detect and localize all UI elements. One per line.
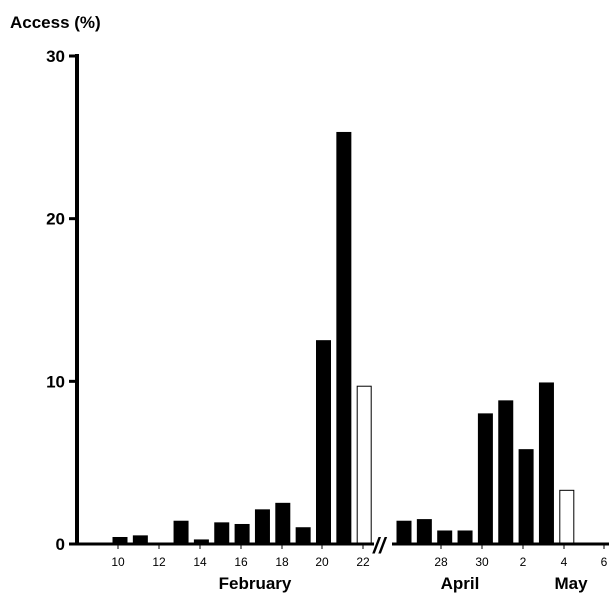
x-tick-label: 18 (275, 555, 289, 569)
bars-group (112, 131, 575, 545)
x-tick-label: 22 (356, 555, 370, 569)
bar (295, 527, 311, 545)
x-tick-label: 10 (111, 555, 125, 569)
axis-break-label: // (372, 533, 388, 558)
bar (457, 530, 473, 545)
month-label: April (441, 574, 480, 593)
bar (416, 519, 432, 545)
month-label: May (554, 574, 588, 593)
bar (234, 523, 250, 545)
bar (538, 382, 554, 545)
bar (356, 385, 372, 545)
bar (275, 502, 291, 545)
x-tick-label: 20 (315, 555, 329, 569)
y-tick-label: 10 (46, 372, 65, 391)
x-tick-label: 4 (561, 555, 568, 569)
bar (518, 449, 534, 545)
bar (559, 489, 575, 545)
y-tick-label: 30 (46, 47, 65, 66)
bar (437, 530, 453, 545)
x-tick-label: 28 (434, 555, 448, 569)
bar (498, 400, 514, 545)
bar (477, 413, 493, 545)
bar (254, 509, 270, 545)
x-tick-label: 14 (193, 555, 207, 569)
labels-group: 0 10 20 30 // 10 12 14 16 18 20 22 28 30 2 4 6 February Ap… (46, 47, 608, 593)
bar (214, 522, 230, 545)
y-tick-label: 20 (46, 210, 65, 229)
bar (336, 131, 352, 545)
y-axis-title: Access (%) (10, 13, 101, 32)
x-tick-label: 30 (475, 555, 489, 569)
month-label: February (219, 574, 292, 593)
x-tick-label: 2 (520, 555, 527, 569)
bar (316, 340, 331, 545)
bar (173, 520, 189, 545)
x-tick-label: 6 (601, 555, 608, 569)
x-tick-label: 16 (234, 555, 248, 569)
axes-group (69, 54, 609, 549)
x-tick-label: 12 (152, 555, 166, 569)
y-tick-label: 0 (56, 535, 65, 554)
bar (396, 520, 412, 545)
